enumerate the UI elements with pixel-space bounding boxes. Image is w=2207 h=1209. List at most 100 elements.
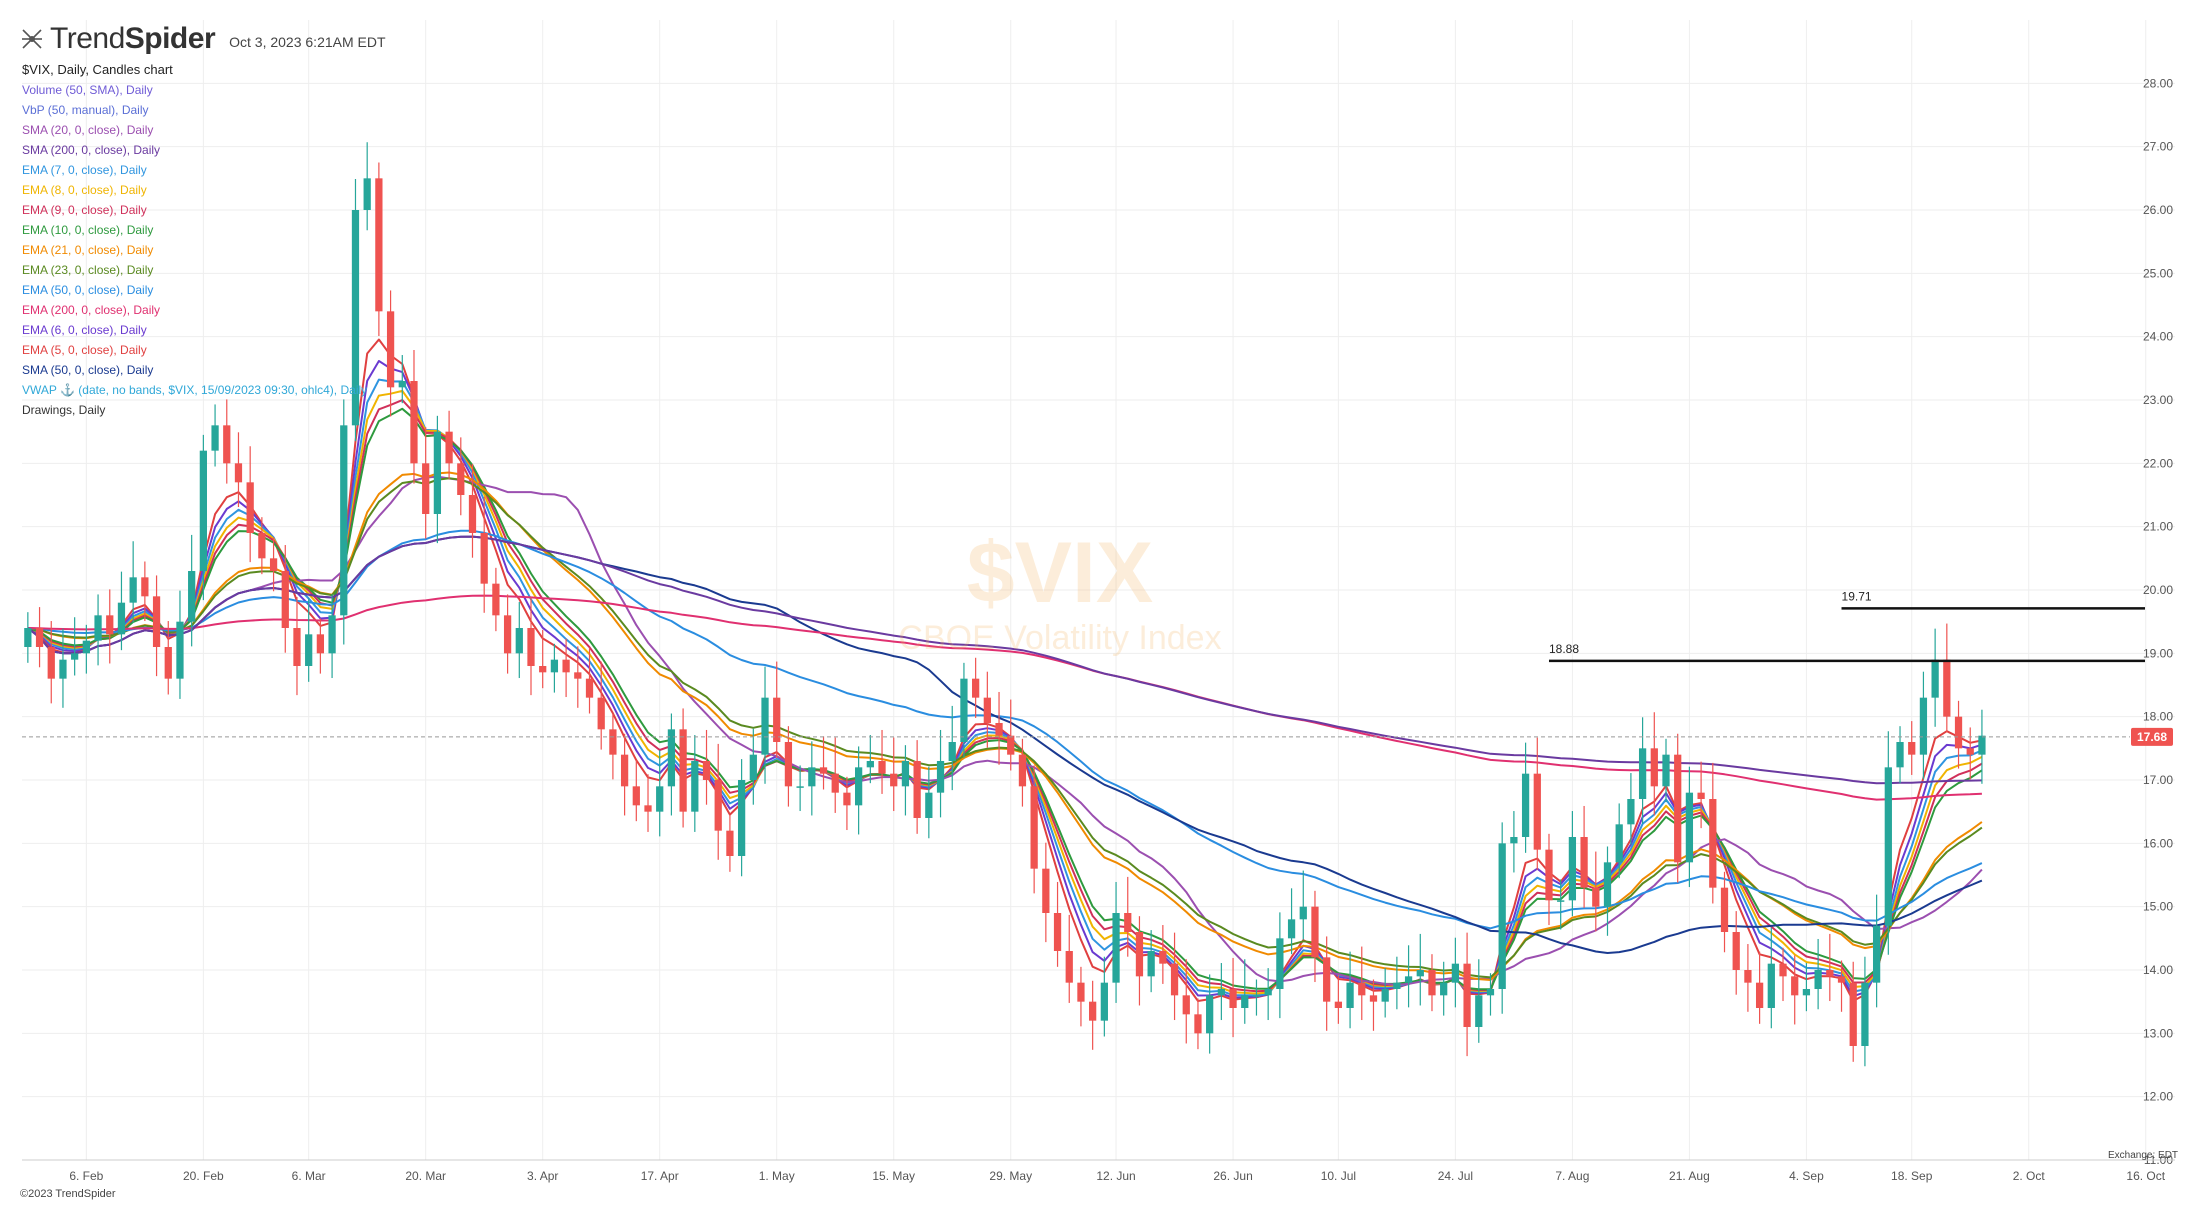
- x-tick-label: 10. Jul: [1321, 1169, 1356, 1183]
- candle-body: [363, 178, 371, 210]
- candle: [1767, 927, 1775, 1029]
- candle: [936, 729, 945, 818]
- moving-average-line: [27, 475, 1983, 986]
- legend-item[interactable]: Drawings, Daily: [22, 403, 106, 417]
- candle: [901, 745, 910, 816]
- candle: [620, 733, 629, 816]
- candle-body: [281, 571, 289, 628]
- candle: [1463, 932, 1471, 1057]
- legend-item[interactable]: SMA (20, 0, close), Daily: [22, 123, 154, 137]
- candle-body: [632, 786, 640, 806]
- level-label: 19.71: [1842, 589, 1872, 603]
- candle-body: [1638, 748, 1647, 799]
- legend-item[interactable]: EMA (200, 0, close), Daily: [22, 303, 161, 317]
- legend-item[interactable]: SMA (50, 0, close), Daily: [22, 363, 154, 377]
- candle: [492, 567, 500, 632]
- candle: [632, 760, 640, 822]
- legend-item[interactable]: EMA (23, 0, close), Daily: [22, 263, 154, 277]
- candle-body: [1100, 982, 1108, 1021]
- candle-body: [1627, 799, 1635, 825]
- candle: [1826, 933, 1834, 1002]
- candle-body: [468, 495, 477, 533]
- chart-grid: [22, 20, 2175, 1161]
- candle-body: [176, 621, 184, 679]
- candle: [1299, 870, 1307, 940]
- legend-item[interactable]: EMA (10, 0, close), Daily: [22, 223, 154, 237]
- x-tick-label: 17. Apr: [641, 1169, 679, 1183]
- candle: [293, 596, 301, 696]
- candle: [71, 617, 79, 676]
- candle: [480, 496, 488, 613]
- x-tick-label: 6. Feb: [69, 1169, 103, 1183]
- candle: [1287, 888, 1296, 955]
- candle: [1861, 956, 1869, 1067]
- candle: [258, 517, 266, 575]
- candle: [117, 571, 126, 651]
- candle: [1791, 955, 1799, 1025]
- candle: [363, 142, 371, 231]
- legend-item[interactable]: VWAP ⚓ (date, no bands, $VIX, 15/09/2023…: [22, 383, 368, 397]
- candle: [1007, 699, 1015, 771]
- legend-item[interactable]: SMA (200, 0, close), Daily: [22, 143, 161, 157]
- horizontal-levels[interactable]: 18.88 19.71: [22, 589, 2145, 738]
- legend-item[interactable]: EMA (50, 0, close), Daily: [22, 283, 154, 297]
- candle-body: [1568, 837, 1577, 901]
- candle-body: [1685, 792, 1694, 863]
- candle: [1533, 737, 1541, 870]
- candle: [1124, 876, 1132, 957]
- legend-item[interactable]: EMA (8, 0, close), Daily: [22, 183, 147, 197]
- candle: [1720, 871, 1729, 953]
- legend-item[interactable]: EMA (5, 0, close), Daily: [22, 343, 147, 357]
- candle: [94, 594, 102, 666]
- candle-body: [1908, 742, 1916, 755]
- candle-body: [1966, 748, 1974, 755]
- candle: [1744, 944, 1752, 1012]
- candle-body: [1791, 976, 1799, 996]
- candle-body: [1463, 963, 1471, 1027]
- candle: [1065, 914, 1073, 1003]
- candle: [1147, 930, 1155, 993]
- exchange-label: Exchange: EDT: [2108, 1150, 2179, 1161]
- candle-body: [24, 628, 32, 647]
- y-tick-label: 26.00: [2143, 203, 2173, 217]
- candle: [995, 691, 1003, 765]
- candle-body: [1709, 799, 1717, 888]
- candle: [1674, 733, 1682, 883]
- candle: [234, 432, 243, 508]
- candle: [152, 575, 161, 677]
- legend-item[interactable]: VbP (50, manual), Daily: [22, 103, 149, 117]
- indicator-legend[interactable]: $VIX, Daily, Candles chart Volume (50, S…: [22, 60, 367, 420]
- candlestick-series: [24, 142, 1986, 1067]
- candle: [866, 735, 874, 784]
- candle: [597, 661, 605, 750]
- candle-body: [1089, 1001, 1097, 1021]
- y-tick-label: 19.00: [2143, 646, 2173, 660]
- legend-item[interactable]: Volume (50, SMA), Daily: [22, 83, 153, 97]
- candle: [129, 541, 137, 623]
- candle-body: [936, 761, 945, 793]
- candle-body: [609, 729, 617, 755]
- legend-item[interactable]: EMA (7, 0, close), Daily: [22, 163, 147, 177]
- legend-item[interactable]: EMA (9, 0, close), Daily: [22, 203, 147, 217]
- candle-body: [1557, 900, 1565, 902]
- moving-average-line: [27, 471, 1983, 981]
- candle: [1849, 961, 1857, 1062]
- y-tick-label: 17.00: [2143, 773, 2173, 787]
- legend-title[interactable]: $VIX, Daily, Candles chart: [22, 62, 173, 77]
- y-tick-label: 25.00: [2143, 266, 2173, 280]
- candle-body: [831, 773, 839, 793]
- candle: [960, 662, 968, 758]
- candle-body: [433, 431, 442, 514]
- legend-item[interactable]: EMA (6, 0, close), Daily: [22, 323, 147, 337]
- candle-body: [773, 697, 781, 742]
- candle: [1264, 968, 1272, 1021]
- candle: [831, 737, 839, 813]
- legend-item[interactable]: EMA (21, 0, close), Daily: [22, 243, 154, 257]
- candle: [1908, 721, 1916, 775]
- candle-body: [843, 792, 851, 806]
- candle-body: [1135, 932, 1144, 977]
- candle: [796, 765, 804, 812]
- moving-average-line: [27, 378, 1983, 997]
- candle-body: [550, 659, 559, 673]
